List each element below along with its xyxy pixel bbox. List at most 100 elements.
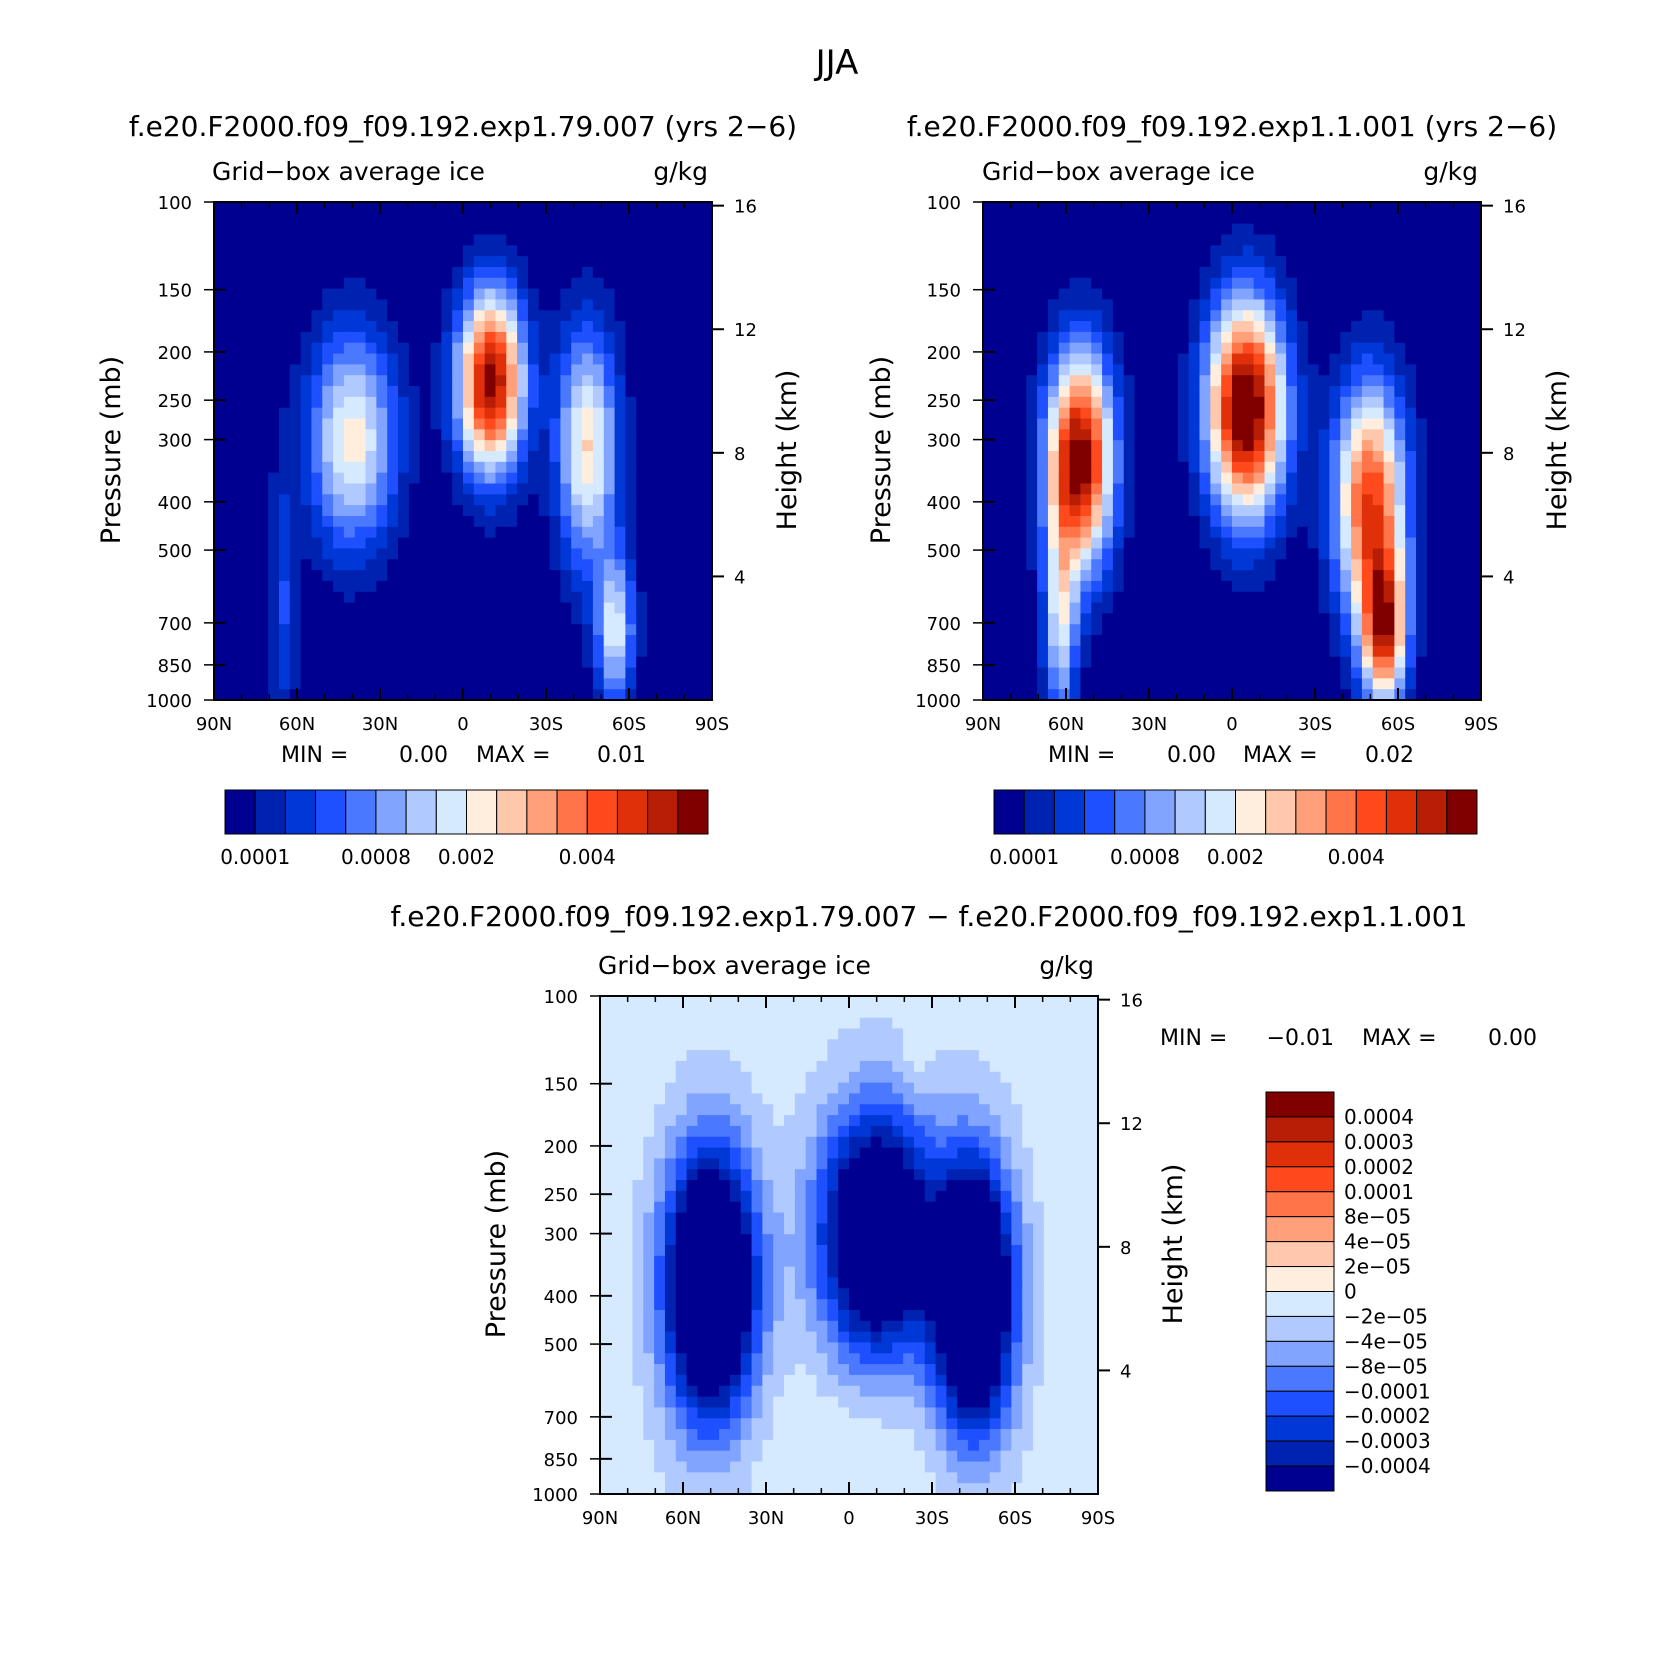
heatmap-cell (1416, 602, 1428, 614)
heatmap-cell (343, 505, 356, 517)
heatmap-cell (495, 548, 507, 560)
heatmap-cell (1047, 386, 1060, 398)
heatmap-cell (993, 310, 1006, 322)
heatmap-cell (1232, 353, 1244, 365)
heatmap-cell (1340, 635, 1352, 647)
heatmap-cell (473, 483, 486, 495)
heatmap-cell (632, 1115, 644, 1127)
heatmap-cell (1242, 407, 1255, 420)
heatmap-cell (1015, 277, 1027, 290)
heatmap-cell (636, 266, 648, 279)
heatmap-cell (632, 1212, 644, 1224)
heatmap-cell (1318, 277, 1331, 290)
heatmap-cell (300, 656, 313, 669)
heatmap-cell (246, 483, 258, 495)
heatmap-cell (1253, 548, 1266, 560)
heatmap-cell (643, 1147, 655, 1159)
heatmap-cell (538, 321, 551, 333)
heatmap-cell (571, 537, 583, 550)
heatmap-cell (441, 570, 453, 582)
heatmap-cell (506, 418, 518, 430)
heatmap-cell (1102, 277, 1114, 290)
heatmap-cell (257, 364, 269, 376)
heatmap-cell (441, 245, 453, 257)
heatmap-cell (675, 1450, 688, 1463)
heatmap-cell (300, 299, 313, 311)
heatmap-cell (1242, 689, 1255, 701)
heatmap-cell (1448, 537, 1460, 550)
heatmap-cell (495, 678, 507, 690)
heatmap-cell (690, 635, 702, 647)
heatmap-cell (690, 526, 702, 539)
heatmap-cell (1437, 515, 1450, 528)
heatmap-cell (1361, 667, 1374, 679)
heatmap-cell (214, 678, 226, 690)
heatmap-cell (1047, 526, 1060, 539)
heatmap-cell (1253, 223, 1266, 236)
heatmap-cell (1329, 223, 1341, 236)
heatmap-cell (592, 494, 605, 506)
heatmap-cell (560, 635, 572, 647)
colorbar-box (435, 789, 467, 835)
heatmap-cell (1145, 678, 1157, 690)
heatmap-cell (1047, 234, 1060, 246)
heatmap-cell (333, 331, 345, 344)
heatmap-cell (1416, 429, 1428, 441)
heatmap-cell (452, 245, 464, 257)
heatmap-cell (1188, 570, 1201, 582)
heatmap-cell (376, 277, 388, 290)
heatmap-cell (643, 1418, 655, 1430)
heatmap-cell (538, 667, 551, 679)
heatmap-cell (387, 689, 399, 701)
heatmap-cell (1242, 342, 1255, 355)
heatmap-cell (560, 223, 572, 236)
heatmap-cell (1253, 537, 1266, 550)
heatmap-cell (246, 559, 258, 571)
heatmap-cell (1253, 505, 1266, 517)
heatmap-cell (668, 505, 681, 517)
heatmap-cell (441, 234, 453, 246)
heatmap-cell (632, 1223, 644, 1235)
heatmap-cell (257, 440, 269, 452)
heatmap-cell (1351, 364, 1363, 376)
heatmap-cell (625, 515, 637, 528)
heatmap-cell (484, 288, 497, 301)
heatmap-cell (1102, 570, 1114, 582)
heatmap-cell (1145, 591, 1157, 604)
heatmap-cell (473, 256, 486, 268)
heatmap-cell (484, 277, 497, 290)
heatmap-cell (1015, 202, 1027, 214)
heatmap-cell (647, 429, 659, 441)
heatmap-cell (1177, 202, 1190, 214)
heatmap-cell (1004, 386, 1017, 398)
heatmap-cell (657, 570, 670, 582)
heatmap-cell (1416, 288, 1428, 301)
heatmap-cell (311, 418, 323, 430)
heatmap-cell (600, 1407, 612, 1419)
heatmap-cell (408, 310, 421, 322)
heatmap-cell (679, 321, 691, 333)
heatmap-cell (993, 386, 1006, 398)
heatmap-cell (268, 288, 280, 301)
heatmap-cell (398, 375, 410, 387)
heatmap-cell (430, 245, 442, 257)
heatmap-cell (1459, 678, 1471, 690)
heatmap-cell (690, 353, 702, 365)
heatmap-cell (614, 299, 626, 311)
heatmap-cell (246, 526, 258, 539)
heatmap-cell (365, 342, 377, 355)
heatmap-cell (1242, 353, 1255, 365)
heatmap-cell (1047, 580, 1060, 593)
heatmap-cell (387, 429, 399, 441)
heatmap-cell (1232, 299, 1244, 311)
heatmap-cell (289, 602, 302, 614)
colorbar-box (1446, 789, 1478, 835)
heatmap-cell (311, 570, 323, 582)
heatmap-cell (654, 1234, 666, 1246)
heatmap-cell (354, 353, 367, 365)
heatmap-cell (701, 256, 713, 268)
heatmap-cell (430, 321, 442, 333)
heatmap-cell (1351, 277, 1363, 290)
heatmap-cell (1145, 256, 1157, 268)
heatmap-cell (1221, 245, 1233, 257)
